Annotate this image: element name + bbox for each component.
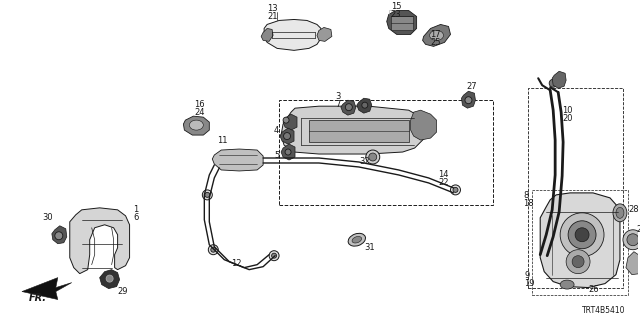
Text: 16: 16 xyxy=(195,100,205,109)
Polygon shape xyxy=(461,91,476,108)
Text: 22: 22 xyxy=(438,179,449,188)
Text: 14: 14 xyxy=(438,171,449,180)
Text: 25: 25 xyxy=(431,38,441,47)
Text: 13: 13 xyxy=(267,4,278,13)
Polygon shape xyxy=(70,208,129,274)
Circle shape xyxy=(453,188,458,192)
Circle shape xyxy=(208,245,218,255)
Polygon shape xyxy=(626,252,640,275)
Text: 17: 17 xyxy=(431,30,441,39)
Bar xyxy=(390,16,413,30)
Polygon shape xyxy=(264,20,321,50)
Bar xyxy=(309,120,409,142)
Circle shape xyxy=(366,150,380,164)
Ellipse shape xyxy=(348,233,365,246)
Text: 24: 24 xyxy=(195,108,205,117)
Text: 30: 30 xyxy=(42,213,52,222)
Circle shape xyxy=(627,234,639,246)
Circle shape xyxy=(346,104,353,111)
Circle shape xyxy=(568,221,596,249)
Text: TRT4B5410: TRT4B5410 xyxy=(582,307,626,316)
Text: 20: 20 xyxy=(562,114,573,123)
Text: 21: 21 xyxy=(267,12,278,21)
Polygon shape xyxy=(283,114,297,130)
Text: 5: 5 xyxy=(274,150,279,159)
Polygon shape xyxy=(387,11,417,35)
Circle shape xyxy=(465,97,472,104)
Text: 29: 29 xyxy=(118,287,128,296)
Bar xyxy=(532,190,628,294)
Text: 23: 23 xyxy=(390,10,401,19)
Polygon shape xyxy=(22,278,72,300)
Polygon shape xyxy=(357,98,372,113)
Text: 18: 18 xyxy=(524,199,534,208)
Polygon shape xyxy=(281,144,295,160)
Circle shape xyxy=(211,247,216,252)
Circle shape xyxy=(285,149,291,155)
Text: 27: 27 xyxy=(467,82,477,91)
Text: 12: 12 xyxy=(231,259,242,268)
Text: FR.: FR. xyxy=(29,292,47,302)
Text: 9: 9 xyxy=(524,271,529,280)
Polygon shape xyxy=(261,28,273,41)
Text: 19: 19 xyxy=(524,279,535,288)
Ellipse shape xyxy=(560,280,574,289)
Polygon shape xyxy=(281,106,427,154)
Text: 1: 1 xyxy=(134,205,139,214)
Polygon shape xyxy=(411,110,436,140)
Circle shape xyxy=(205,192,210,197)
Ellipse shape xyxy=(189,120,204,130)
Circle shape xyxy=(451,185,460,195)
Text: 11: 11 xyxy=(218,136,228,145)
Circle shape xyxy=(269,251,279,261)
Circle shape xyxy=(202,190,212,200)
Ellipse shape xyxy=(613,204,627,222)
Circle shape xyxy=(560,213,604,257)
Text: 4: 4 xyxy=(274,125,279,135)
Circle shape xyxy=(369,153,377,161)
Circle shape xyxy=(55,232,63,240)
Circle shape xyxy=(362,102,368,108)
Circle shape xyxy=(271,253,276,258)
Text: 6: 6 xyxy=(134,213,139,222)
Circle shape xyxy=(106,275,113,282)
Polygon shape xyxy=(184,116,209,135)
Polygon shape xyxy=(540,193,620,288)
Polygon shape xyxy=(52,226,67,244)
Ellipse shape xyxy=(352,236,362,243)
Ellipse shape xyxy=(429,30,444,40)
Polygon shape xyxy=(212,149,263,171)
Text: 2: 2 xyxy=(636,225,640,234)
Polygon shape xyxy=(552,71,566,88)
Polygon shape xyxy=(100,270,120,289)
Text: 3: 3 xyxy=(335,92,340,101)
Bar xyxy=(528,88,623,288)
Circle shape xyxy=(623,230,640,250)
Polygon shape xyxy=(317,28,332,41)
Bar xyxy=(279,100,493,205)
Polygon shape xyxy=(422,24,451,46)
Circle shape xyxy=(283,117,289,123)
Text: 31: 31 xyxy=(365,243,376,252)
Circle shape xyxy=(575,228,589,242)
Circle shape xyxy=(572,256,584,268)
Text: 10: 10 xyxy=(562,106,573,115)
Text: 8: 8 xyxy=(524,191,529,200)
Text: 26: 26 xyxy=(588,285,598,294)
Text: 15: 15 xyxy=(390,2,401,11)
Text: 7: 7 xyxy=(335,100,340,109)
Text: 28: 28 xyxy=(628,205,639,214)
Circle shape xyxy=(284,132,291,140)
Polygon shape xyxy=(280,128,294,144)
Circle shape xyxy=(549,79,557,87)
Circle shape xyxy=(566,250,590,274)
Text: 32: 32 xyxy=(359,157,369,166)
Ellipse shape xyxy=(616,207,624,218)
Polygon shape xyxy=(341,100,356,115)
